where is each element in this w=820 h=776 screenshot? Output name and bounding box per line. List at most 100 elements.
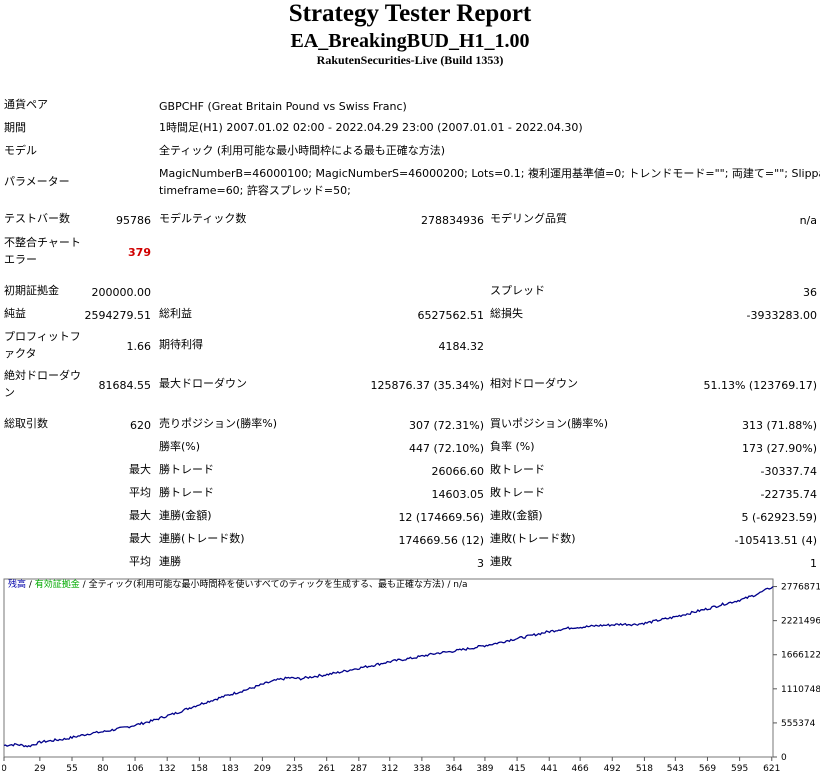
- x-tick-label: 287: [350, 764, 367, 773]
- x-tick-label: 209: [254, 764, 271, 773]
- cons-losses-count-value: -105413.51 (4): [734, 534, 817, 547]
- max-prefix: 最大: [129, 509, 151, 522]
- relative-drawdown-label: 相対ドローダウン: [490, 377, 578, 390]
- y-tick-label: 0: [781, 753, 787, 763]
- avg-loss-trade-label: 敗トレード: [490, 486, 545, 499]
- ticks-label: モデルティック数: [159, 212, 247, 225]
- profit-factor-label-line1: プロフィットフ: [4, 330, 81, 343]
- server-build: RakutenSecurities-Live (Build 1353): [316, 53, 504, 67]
- pair-value: GBPCHF (Great Britain Pound vs Swiss Fra…: [159, 100, 407, 113]
- gross-loss-label: 総損失: [490, 307, 523, 320]
- total-trades-label: 総取引数: [4, 417, 48, 430]
- loss-trade-label: 敗トレード: [490, 463, 545, 476]
- x-tick-label: 0: [2, 764, 7, 773]
- x-tick-label: 441: [541, 764, 558, 773]
- avg-prefix: 平均: [129, 486, 151, 499]
- y-tick-label: 555374: [781, 719, 816, 729]
- x-tick-label: 415: [508, 764, 525, 773]
- mismatch-value: 379: [128, 246, 151, 259]
- legend-equity: 有効証拠金: [34, 580, 80, 590]
- pair-label: 通貨ペア: [4, 98, 48, 111]
- model-label: モデル: [4, 144, 37, 157]
- short-positions-value: 307 (72.31%): [408, 419, 484, 432]
- bars-value: 95786: [116, 214, 151, 227]
- legend-separator: /: [79, 580, 89, 590]
- legend-separator: /: [26, 580, 35, 590]
- avg-wins-label: 連勝: [159, 555, 181, 568]
- ticks-value: 278834936: [421, 214, 484, 227]
- parameters-value-line1: MagicNumberB=46000100; MagicNumberS=4600…: [159, 167, 820, 180]
- absolute-drawdown-label-line1: 絶対ドローダウ: [4, 369, 81, 382]
- avg-losses-value: 1: [810, 557, 817, 570]
- gross-profit-label: 総利益: [159, 307, 192, 320]
- profit-factor-value: 1.66: [126, 340, 152, 353]
- max-drawdown-value: 125876.37 (35.34%): [370, 379, 484, 392]
- x-tick-label: 492: [604, 764, 621, 773]
- absolute-drawdown-value: 81684.55: [98, 379, 152, 392]
- balance-chart: 残高 / 有効証拠金 / 全ティック(利用可能な最小時間枠を使いすべてのティック…: [1, 577, 820, 774]
- short-positions-label: 売りポジション(勝率%): [159, 417, 278, 430]
- x-tick-label: 158: [191, 764, 208, 773]
- long-positions-value: 313 (71.88%): [741, 419, 817, 432]
- win-trade-label: 勝トレード: [159, 463, 214, 476]
- avg-win-trade-label: 勝トレード: [159, 486, 214, 499]
- quality-value: n/a: [799, 214, 817, 227]
- legend-balance: 残高: [8, 580, 27, 590]
- cons-wins-count-value: 174669.56 (12): [398, 534, 484, 547]
- bars-label: テストバー数: [4, 212, 70, 225]
- deposit-value: 200000.00: [91, 286, 152, 299]
- parameters-label: パラメーター: [4, 175, 70, 188]
- max-prefix: 最大: [129, 463, 151, 476]
- x-tick-label: 106: [126, 764, 143, 773]
- chart-legend: 残高 / 有効証拠金 / 全ティック(利用可能な最小時間枠を使いすべてのティック…: [8, 580, 468, 591]
- profit-factor-label-line2: ァクタ: [4, 347, 37, 360]
- x-tick-label: 569: [699, 764, 716, 773]
- spread-label: スプレッド: [490, 284, 545, 297]
- legend-model: 全ティック(利用可能な最小時間枠を使いすべてのティックを生成する、最も正確な方法…: [88, 580, 445, 590]
- plot-frame: [3, 578, 774, 758]
- x-tick-label: 595: [731, 764, 748, 773]
- total-trades-value: 620: [130, 419, 151, 432]
- x-tick-label: 466: [572, 764, 589, 773]
- max-win-trade-value: 26066.60: [431, 465, 485, 478]
- legend-separator: /: [444, 580, 454, 590]
- max-drawdown-label: 最大ドローダウン: [159, 377, 247, 390]
- net-profit-value: 2594279.51: [84, 309, 151, 322]
- cons-wins-count-label: 連勝(トレード数): [159, 532, 245, 545]
- win-rate-label: 勝率(%): [159, 440, 201, 453]
- win-rate-value: 447 (72.10%): [408, 442, 484, 455]
- legend-quality: n/a: [453, 580, 468, 590]
- x-tick-label: 261: [318, 764, 335, 773]
- report-title: Strategy Tester Report: [288, 0, 532, 27]
- x-tick-label: 543: [667, 764, 684, 773]
- y-tick-label: 2221496: [781, 617, 820, 627]
- balance-series-line: [3, 586, 774, 748]
- max-prefix: 最大: [129, 532, 151, 545]
- long-positions-label: 買いポジション(勝率%): [490, 417, 609, 430]
- x-tick-label: 312: [381, 764, 398, 773]
- x-tick-label: 389: [476, 764, 493, 773]
- expected-payoff-label: 期待利得: [159, 338, 203, 351]
- x-tick-label: 29: [34, 764, 46, 773]
- cons-losses-amount-value: 5 (-62923.59): [741, 511, 817, 524]
- chart-plot: 0 29 55 80 106 132 158 183 209 235 261 287 312 338 364…: [1, 578, 820, 774]
- avg-losses-label: 連敗: [490, 555, 512, 568]
- mismatch-label-line1: 不整合チャート: [4, 236, 81, 249]
- x-tick-label: 235: [286, 764, 303, 773]
- avg-loss-trade-value: -22735.74: [760, 488, 817, 501]
- period-label: 期間: [4, 121, 26, 134]
- cons-wins-amount-label: 連勝(金額): [159, 509, 212, 522]
- expected-payoff-value: 4184.32: [438, 340, 485, 353]
- quality-label: モデリング品質: [490, 212, 567, 225]
- y-tick-label: 1110748: [781, 685, 820, 695]
- gross-loss-value: -3933283.00: [746, 309, 817, 322]
- avg-win-trade-value: 14603.05: [431, 488, 485, 501]
- avg-prefix: 平均: [129, 555, 151, 568]
- cons-losses-count-label: 連敗(トレード数): [490, 532, 576, 545]
- x-tick-label: 132: [159, 764, 176, 773]
- loss-rate-label: 負率 (%): [490, 440, 535, 453]
- x-tick-label: 183: [222, 764, 239, 773]
- period-value: 1時間足(H1) 2007.01.02 02:00 - 2022.04.29 2…: [159, 121, 583, 134]
- y-tick-label: 1666122: [781, 651, 820, 661]
- x-tick-label: 621: [763, 764, 780, 773]
